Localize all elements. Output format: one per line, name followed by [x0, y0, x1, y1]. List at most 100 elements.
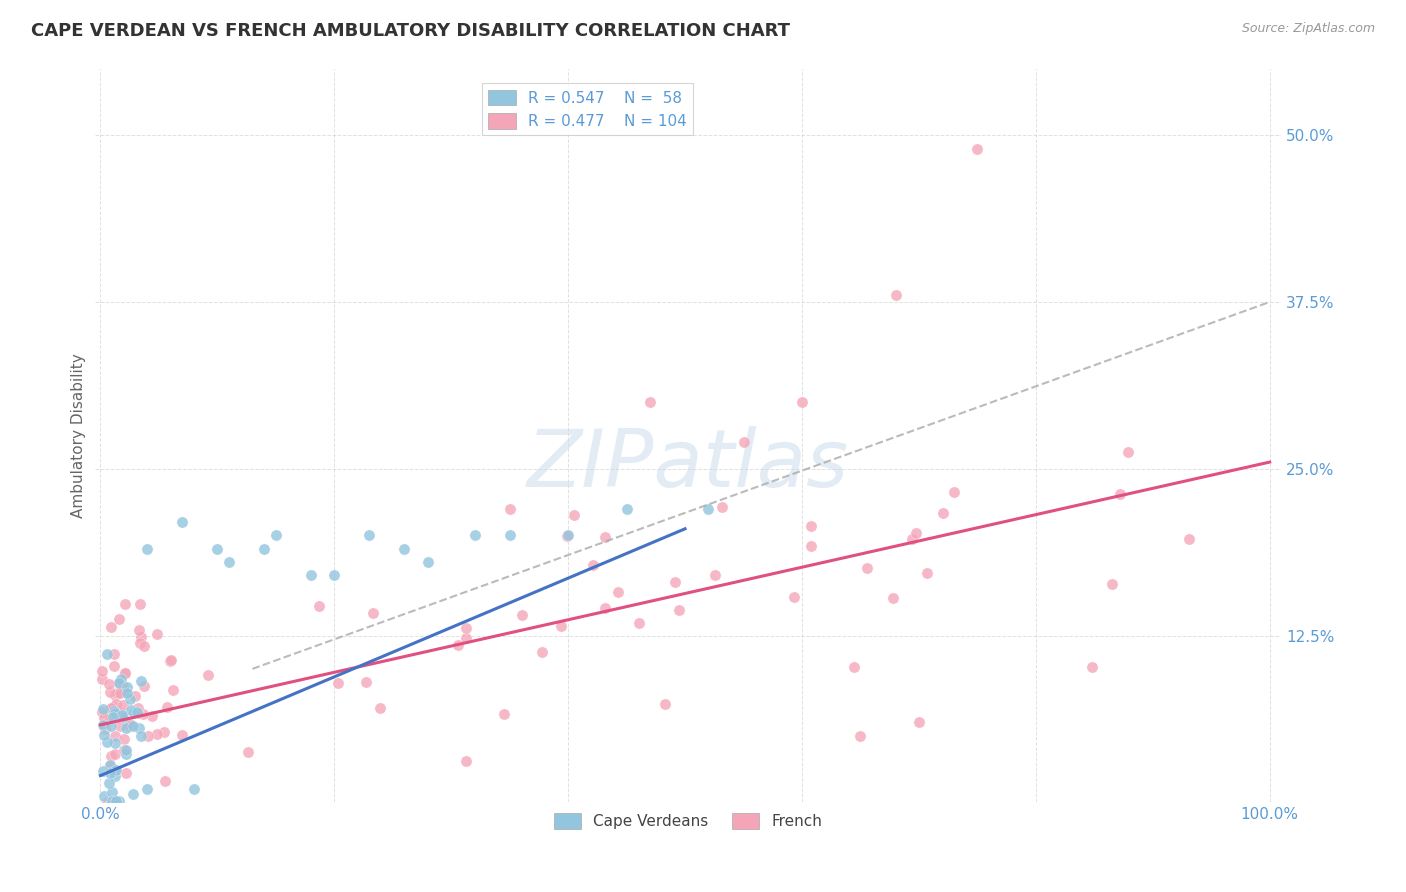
Point: [104, 736, 127, 750]
Point: [108, 794, 131, 808]
Point: [710, 500, 733, 515]
Point: [114, 666, 136, 681]
Point: [96, 795, 118, 809]
Point: [129, 636, 152, 650]
Point: [118, 692, 141, 706]
Point: [359, 528, 381, 542]
Point: [105, 705, 128, 719]
Point: [943, 484, 966, 499]
Point: [104, 729, 127, 743]
Point: [638, 395, 661, 409]
Point: [91, 701, 114, 715]
Point: [733, 435, 755, 450]
Point: [155, 773, 177, 788]
Point: [103, 704, 125, 718]
Point: [122, 788, 145, 802]
Point: [114, 666, 136, 681]
Point: [550, 619, 572, 633]
Point: [172, 728, 194, 742]
Point: [112, 743, 135, 757]
Point: [122, 706, 145, 721]
Point: [697, 501, 720, 516]
Point: [98, 765, 121, 780]
Point: [1109, 487, 1132, 501]
Point: [97, 677, 120, 691]
Text: ZIPatlas: ZIPatlas: [527, 425, 849, 504]
Point: [91, 672, 114, 686]
Point: [236, 745, 259, 759]
Point: [100, 620, 122, 634]
Point: [146, 727, 169, 741]
Point: [456, 754, 478, 768]
Point: [882, 591, 904, 605]
Point: [104, 747, 127, 761]
Point: [1177, 533, 1199, 547]
Point: [128, 597, 150, 611]
Point: [132, 706, 155, 721]
Point: [110, 672, 132, 686]
Point: [120, 702, 142, 716]
Point: [323, 568, 346, 582]
Point: [800, 519, 823, 533]
Point: [104, 794, 127, 808]
Point: [361, 606, 384, 620]
Point: [127, 705, 149, 719]
Point: [98, 776, 121, 790]
Point: [93, 789, 115, 803]
Point: [104, 763, 127, 777]
Point: [783, 590, 806, 604]
Point: [456, 631, 478, 645]
Point: [156, 700, 179, 714]
Point: [159, 654, 181, 668]
Point: [800, 539, 823, 553]
Point: [218, 555, 240, 569]
Point: [326, 676, 349, 690]
Point: [105, 697, 128, 711]
Point: [134, 639, 156, 653]
Point: [790, 395, 813, 409]
Point: [98, 707, 121, 722]
Point: [908, 715, 931, 730]
Point: [368, 701, 391, 715]
Point: [498, 501, 520, 516]
Point: [842, 660, 865, 674]
Point: [131, 729, 153, 743]
Point: [932, 506, 955, 520]
Point: [105, 686, 128, 700]
Point: [703, 568, 725, 582]
Point: [668, 602, 690, 616]
Point: [160, 653, 183, 667]
Point: [654, 697, 676, 711]
Point: [117, 685, 139, 699]
Point: [93, 711, 115, 725]
Point: [264, 528, 287, 542]
Point: [104, 706, 127, 720]
Point: [197, 667, 219, 681]
Point: [90, 705, 112, 719]
Point: [93, 722, 115, 736]
Point: [136, 729, 159, 743]
Point: [114, 747, 136, 761]
Point: [136, 541, 159, 556]
Point: [299, 568, 322, 582]
Point: [103, 647, 125, 661]
Point: [905, 525, 928, 540]
Point: [849, 729, 872, 743]
Point: [100, 701, 122, 715]
Point: [114, 743, 136, 757]
Point: [91, 764, 114, 779]
Point: [103, 659, 125, 673]
Point: [112, 710, 135, 724]
Point: [98, 759, 121, 773]
Point: [115, 765, 138, 780]
Point: [91, 718, 114, 732]
Point: [98, 703, 121, 717]
Point: [93, 728, 115, 742]
Point: [510, 608, 533, 623]
Point: [118, 719, 141, 733]
Point: [253, 541, 276, 556]
Point: [112, 683, 135, 698]
Point: [136, 781, 159, 796]
Point: [884, 288, 907, 302]
Point: [124, 689, 146, 703]
